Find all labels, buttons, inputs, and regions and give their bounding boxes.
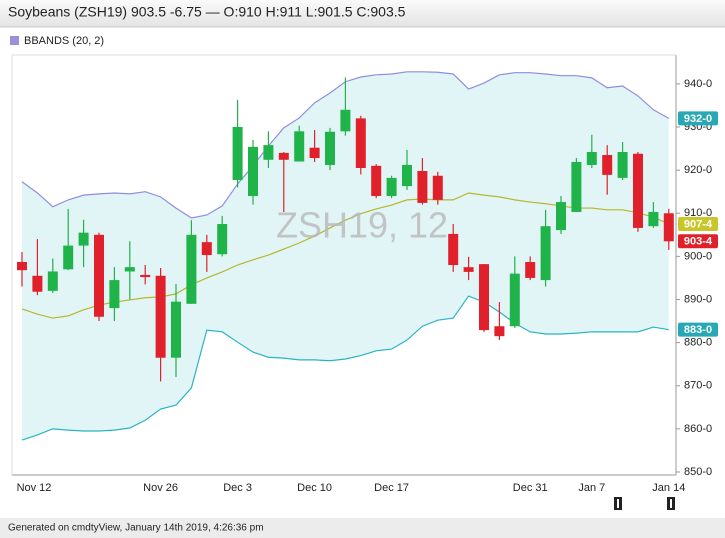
candle-body — [217, 224, 228, 255]
x-tick-label: Dec 10 — [297, 482, 332, 494]
candle-body — [417, 170, 428, 203]
price-tag-label: 883-0 — [684, 324, 712, 336]
title-bar — [0, 0, 725, 27]
y-tick-label: 880-0 — [684, 337, 712, 349]
candle-body — [663, 213, 674, 242]
candle-body — [340, 109, 351, 132]
candle-body — [186, 234, 197, 304]
plot: ZSH19, 12 Nov 12 Nov 26 Dec 3 Dec 10 Dec 17 De… — [11, 54, 718, 494]
x-tick-label: Jan 14 — [652, 482, 685, 494]
candle-body — [371, 165, 382, 197]
candle-body — [248, 146, 258, 197]
candle-body — [109, 280, 120, 309]
price-tag-label: 932-0 — [684, 113, 712, 125]
price-tag-label: 903-4 — [684, 236, 713, 248]
scroll-handle-grip — [670, 499, 672, 508]
candle-body — [556, 202, 566, 231]
candle-body — [494, 326, 505, 337]
candle-body — [540, 226, 551, 281]
candle-body — [94, 234, 104, 317]
price-tag — [678, 217, 718, 232]
price-tag — [678, 111, 718, 126]
candle-body — [63, 245, 74, 270]
x-tick-label: Jan 7 — [578, 482, 605, 494]
chart-title: Soybeans (ZSH19) 903.5 -6.75 — O:910 H:9… — [8, 4, 406, 20]
candle-body — [571, 161, 582, 212]
legend-swatch — [10, 36, 19, 45]
y-tick-label: 900-0 — [684, 250, 712, 262]
candle-body — [140, 274, 151, 278]
candle-body — [648, 211, 659, 227]
x-tick-label: Dec 17 — [374, 482, 409, 494]
x-tick-label: Dec 31 — [513, 482, 548, 494]
x-tick-label: Nov 12 — [17, 482, 52, 494]
candle-body — [448, 233, 459, 265]
candle-body — [278, 152, 289, 160]
footer: Generated on cmdtyView, January 14th 201… — [8, 523, 264, 534]
candle-body — [509, 273, 520, 327]
y-tick-label: 940-0 — [684, 78, 712, 90]
candle-body — [155, 275, 166, 358]
legend-label: BBANDS (20, 2) — [24, 35, 104, 47]
y-tick-label: 920-0 — [684, 164, 712, 176]
candle-body — [78, 232, 89, 246]
candle-body — [32, 275, 43, 292]
candle-body — [263, 145, 274, 160]
candle-body — [617, 152, 628, 178]
candle-body — [386, 177, 397, 197]
candle-body — [355, 118, 366, 168]
legend: BBANDS (20, 2) — [10, 35, 104, 47]
candle-body — [602, 155, 613, 175]
candle-body — [325, 131, 335, 165]
candle-body — [463, 267, 474, 272]
y-tick-label: 860-0 — [684, 423, 712, 435]
candle-body — [432, 175, 443, 200]
candle-body — [171, 301, 181, 358]
price-tag — [678, 234, 718, 249]
y-tick-label: 890-0 — [684, 293, 712, 305]
footer-bar — [0, 518, 725, 538]
candle-body — [525, 261, 536, 278]
candle-body — [232, 127, 243, 181]
price-tag — [678, 322, 718, 337]
candle-body — [17, 261, 27, 271]
candle-body — [586, 152, 597, 165]
watermark: ZSH19, 12 — [276, 205, 448, 246]
y-tick-label: 850-0 — [684, 466, 712, 478]
band-fill — [22, 71, 669, 441]
candle-body — [633, 153, 643, 228]
candle-body — [479, 264, 489, 331]
y-tick-label: 910-0 — [684, 207, 712, 219]
candle-body — [402, 164, 412, 187]
candle-body — [309, 147, 320, 159]
candle-body — [47, 271, 58, 291]
x-tick-label: Nov 26 — [143, 482, 178, 494]
scroll-handle-grip — [617, 499, 619, 508]
price-tag-label: 907-4 — [684, 218, 713, 230]
x-tick-label: Dec 3 — [223, 482, 252, 494]
candle-body — [294, 131, 305, 162]
candle-body — [201, 242, 212, 256]
band-lower — [21, 295, 669, 441]
candle-body — [124, 267, 135, 272]
y-tick-label: 870-0 — [684, 380, 712, 392]
